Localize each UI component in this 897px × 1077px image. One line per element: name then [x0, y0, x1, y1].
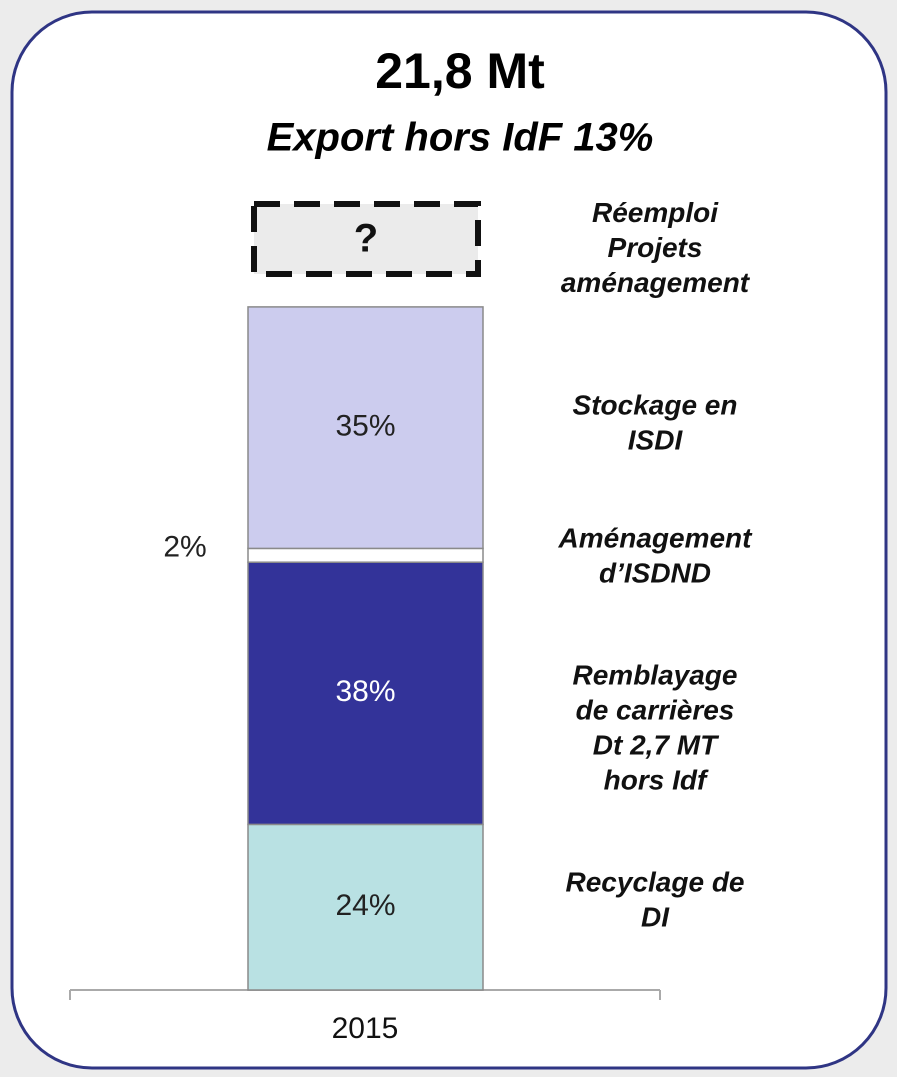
value-label: 24% — [335, 889, 395, 922]
bar-segment — [247, 306, 484, 550]
label-line: Remblayage — [573, 660, 738, 691]
value-label: 35% — [335, 410, 395, 443]
chart-title: 21,8 Mt — [375, 43, 545, 99]
annotation-label: Réemploi Projets aménagement — [561, 197, 751, 298]
label-line: DI — [641, 902, 670, 933]
unknown-box — [251, 201, 481, 277]
label-line: Dt 2,7 MT — [593, 730, 720, 761]
label-line: Réemploi — [592, 197, 719, 228]
label-line: aménagement — [561, 267, 751, 298]
x-tick-label: 2015 — [332, 1012, 399, 1045]
annotation-text: ? — [354, 217, 378, 261]
bar-segment — [247, 547, 484, 563]
legend-label: Stockage en ISDI — [573, 390, 738, 456]
value-label: 38% — [335, 675, 395, 708]
label-line: Recyclage de — [566, 867, 745, 898]
bar-segment — [247, 823, 484, 991]
legend-label: Recyclage de DI — [566, 867, 745, 933]
label-line: de carrières — [576, 695, 735, 726]
bar-segment — [247, 561, 484, 826]
label-line: Projets — [608, 232, 703, 263]
legend-label: Remblayage de carrières Dt 2,7 MT hors Idf — [573, 660, 738, 796]
label-line: Stockage en — [573, 390, 738, 421]
label-line: Aménagement — [558, 523, 754, 554]
value-label: 2% — [163, 530, 206, 563]
label-line: hors Idf — [604, 765, 709, 796]
label-line: d’ISDND — [599, 558, 711, 589]
chart-subtitle: Export hors IdF 13% — [267, 116, 654, 160]
legend-label: Aménagement d’ISDND — [558, 523, 754, 589]
label-line: ISDI — [628, 425, 684, 456]
